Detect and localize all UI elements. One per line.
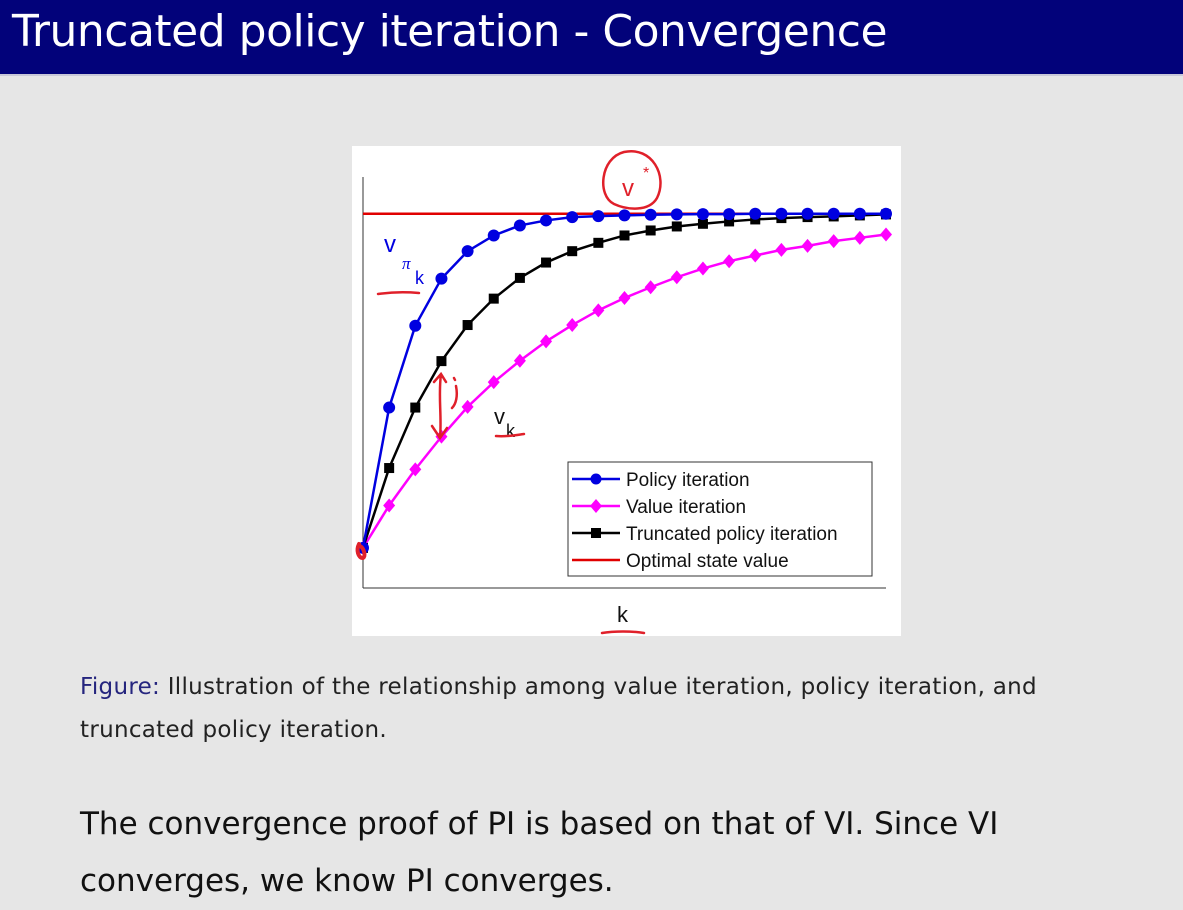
legend-box: [567, 461, 873, 577]
value-curve-label-sub: k: [506, 421, 516, 441]
caption-label: Figure:: [80, 674, 161, 700]
figure-caption: Figure: Illustration of the relationship…: [80, 666, 1140, 752]
data-point: [462, 320, 473, 331]
data-point: [775, 207, 788, 220]
data-point: [540, 214, 553, 227]
data-point: [827, 234, 840, 249]
data-point: [696, 208, 709, 221]
data-point: [514, 272, 525, 283]
data-point: [541, 257, 552, 268]
data-point: [880, 207, 892, 220]
legend: Policy iteration Value iteration Truncat…: [567, 461, 873, 577]
circle-marker-icon: [590, 473, 602, 485]
data-point: [749, 207, 762, 220]
data-point: [513, 219, 526, 232]
legend-item-value: Value iteration: [572, 497, 746, 518]
data-point: [749, 248, 762, 263]
data-point: [775, 242, 788, 257]
data-point: [487, 229, 500, 242]
diamond-marker-icon: [590, 499, 602, 513]
data-point: [592, 210, 605, 223]
data-point: [383, 401, 396, 414]
data-point: [592, 303, 605, 318]
data-point: [567, 246, 578, 257]
data-point: [461, 399, 474, 414]
data-point: [410, 402, 421, 413]
data-point: [724, 216, 735, 227]
data-point: [409, 319, 422, 332]
data-point: [383, 498, 396, 513]
v-star-asterisk: *: [643, 165, 649, 182]
gap-mark: [450, 376, 459, 410]
data-point: [461, 245, 474, 258]
square-marker-icon: [591, 528, 601, 538]
data-point: [853, 230, 866, 245]
legend-item-truncated: Truncated policy iteration: [572, 524, 838, 545]
data-point: [566, 318, 579, 333]
legend-label: Truncated policy iteration: [626, 524, 838, 545]
data-point: [801, 238, 814, 253]
data-point: [436, 356, 447, 367]
legend-label: Policy iteration: [626, 470, 750, 491]
policy-curve-label: v: [384, 231, 396, 258]
data-point: [593, 237, 604, 248]
data-point: [540, 334, 553, 349]
data-point: [618, 209, 631, 222]
data-point: [409, 462, 422, 477]
v-star-circle: [602, 149, 662, 210]
legend-item-policy: Policy iteration: [572, 470, 750, 491]
legend-item-optimal: Optimal state value: [572, 551, 789, 572]
data-point: [644, 208, 657, 221]
data-point: [697, 218, 708, 229]
data-point: [619, 230, 630, 241]
data-point: [618, 290, 631, 305]
policy-curve-label-sub1: π: [402, 254, 411, 273]
x-axis-label: k: [617, 602, 629, 627]
body-text: The convergence proof of PI is based on …: [80, 806, 999, 899]
slide-title-bar: Truncated policy iteration - Convergence: [0, 0, 1183, 76]
value-curve-label: v: [494, 404, 505, 429]
caption-text: Illustration of the relationship among v…: [80, 674, 1037, 743]
data-point: [723, 208, 736, 221]
data-point: [670, 208, 683, 221]
legend-label: Value iteration: [626, 497, 746, 518]
data-point: [566, 211, 579, 224]
data-point: [513, 353, 526, 368]
data-point: [880, 227, 892, 242]
series-value-iteration: [357, 227, 892, 555]
data-point: [827, 207, 840, 220]
policy-curve-label-sub2: k: [415, 268, 425, 288]
value-label-underline: [494, 432, 526, 438]
x-label-underline: [600, 630, 646, 635]
data-point: [384, 463, 395, 474]
data-point: [696, 261, 709, 276]
policy-label-underline: [376, 291, 421, 296]
legend-label: Optimal state value: [626, 551, 789, 572]
data-point: [488, 293, 499, 304]
data-point: [644, 280, 657, 295]
data-point: [435, 272, 448, 285]
gap-arrow: [430, 371, 449, 441]
figure: v π k v k k v * Policy iteration: [352, 146, 901, 636]
convergence-chart: v π k v k k v * Policy iteration: [355, 149, 892, 635]
data-point: [723, 254, 736, 269]
data-point: [853, 207, 866, 220]
slide-title: Truncated policy iteration - Convergence: [12, 6, 888, 57]
data-point: [645, 225, 656, 236]
handwritten-annotations: v *: [355, 149, 662, 635]
origin-mark: [355, 542, 367, 561]
data-point: [670, 270, 683, 285]
series-policy-iteration: [357, 207, 892, 554]
data-point: [671, 221, 682, 232]
v-star-handwritten: v: [622, 175, 634, 202]
data-point: [487, 375, 500, 390]
data-point: [801, 207, 814, 220]
